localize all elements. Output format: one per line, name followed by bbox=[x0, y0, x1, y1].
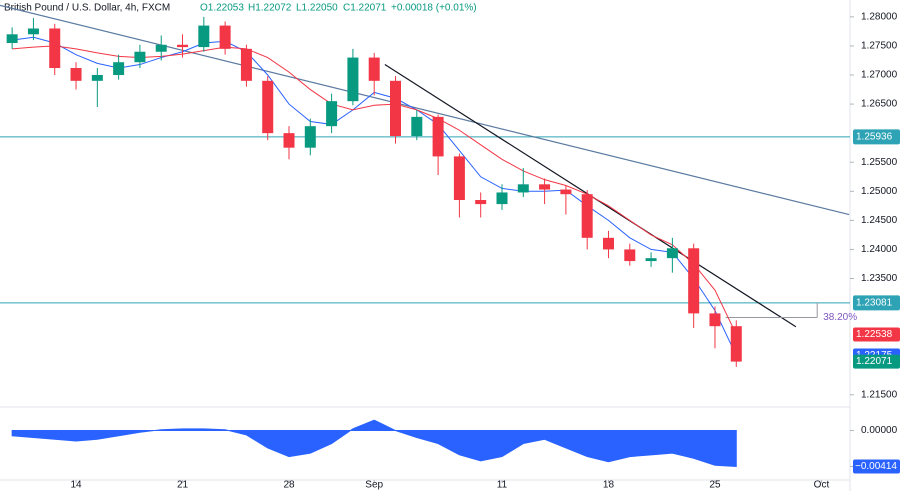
osc-tick-label: −0.00414 bbox=[855, 461, 897, 472]
candle-body bbox=[432, 116, 444, 157]
ohlc-close: C1.22071 bbox=[343, 3, 387, 14]
y-tick-label: 1.24500 bbox=[861, 215, 898, 226]
candle-body bbox=[645, 258, 657, 262]
y-tick-label: 1.27000 bbox=[861, 70, 898, 81]
candle-body bbox=[91, 75, 103, 81]
price-tag bbox=[853, 354, 900, 369]
fib-label: 38.20% bbox=[823, 312, 857, 323]
y-tick-label: 1.25500 bbox=[861, 157, 898, 168]
candle-body bbox=[411, 116, 423, 137]
level-tag-label: 1.25936 bbox=[856, 132, 893, 143]
candle-body bbox=[368, 57, 380, 81]
price-tag bbox=[853, 327, 900, 342]
candle-body bbox=[496, 192, 508, 205]
candle-body bbox=[155, 44, 167, 52]
osc-tick-label: 0.00000 bbox=[861, 425, 898, 436]
level-tag bbox=[853, 129, 900, 145]
osc-tag bbox=[853, 459, 900, 474]
candle-body bbox=[475, 200, 487, 205]
moving-average bbox=[12, 45, 737, 335]
x-tick-label: 21 bbox=[177, 480, 189, 491]
candle-body bbox=[453, 156, 465, 201]
x-tick-label: 25 bbox=[709, 480, 721, 491]
level-tag bbox=[853, 295, 900, 311]
y-tick-label: 1.27500 bbox=[861, 41, 898, 52]
candle-body bbox=[730, 326, 742, 362]
ohlc-change: +0.00018 (+0.01%) bbox=[391, 3, 477, 14]
y-tick-label: 1.28000 bbox=[861, 12, 898, 23]
candle-body bbox=[70, 68, 82, 81]
y-tick-label: 1.26500 bbox=[861, 99, 898, 110]
candle-body bbox=[326, 101, 338, 127]
oscillator-area bbox=[11, 419, 737, 467]
candle-body bbox=[602, 237, 614, 250]
ohlc-low: L1.22050 bbox=[296, 3, 338, 14]
candle-body bbox=[27, 28, 39, 35]
y-tick-label: 1.21500 bbox=[861, 389, 898, 400]
candle-body bbox=[6, 34, 18, 44]
y-tick-label: 1.25000 bbox=[861, 186, 898, 197]
candle-body bbox=[539, 184, 551, 190]
candle-body bbox=[49, 28, 61, 69]
x-tick-label: Oct bbox=[814, 480, 830, 491]
candle-body bbox=[517, 184, 529, 193]
candle-body bbox=[262, 80, 274, 134]
candle-body bbox=[581, 194, 593, 238]
y-tick-label: 1.24000 bbox=[861, 244, 898, 255]
level-tag-label: 1.23081 bbox=[856, 298, 893, 309]
ohlc-open: O1.22053 bbox=[200, 3, 244, 14]
candle-body bbox=[283, 133, 295, 148]
candle-body bbox=[688, 248, 700, 314]
chart-title: British Pound / U.S. Dollar, 4h, FXCM bbox=[4, 3, 170, 14]
x-tick-label: 28 bbox=[283, 480, 295, 491]
candle-body bbox=[347, 57, 359, 102]
y-tick-label: 1.23500 bbox=[861, 273, 898, 284]
x-tick-label: 18 bbox=[603, 480, 615, 491]
candle-body bbox=[198, 25, 210, 48]
candle-body bbox=[624, 249, 636, 262]
candle-body bbox=[390, 80, 402, 137]
candle-body bbox=[134, 51, 146, 63]
candle-body bbox=[240, 48, 252, 81]
x-tick-label: 11 bbox=[497, 480, 508, 491]
price-tag-label: 1.22071 bbox=[856, 356, 893, 367]
candle-body bbox=[177, 44, 189, 48]
price-tag-label: 1.22538 bbox=[856, 329, 893, 340]
candle-body bbox=[560, 189, 572, 195]
candle-body bbox=[219, 25, 231, 49]
candle-body bbox=[304, 126, 316, 148]
x-tick-label: Sep bbox=[365, 480, 383, 491]
candle-body bbox=[666, 248, 678, 259]
ohlc-high: H1.22072 bbox=[248, 3, 292, 14]
trendline bbox=[0, 4, 850, 216]
candle-body bbox=[113, 62, 125, 76]
x-tick-label: 14 bbox=[70, 480, 82, 491]
candle-body bbox=[709, 313, 721, 327]
